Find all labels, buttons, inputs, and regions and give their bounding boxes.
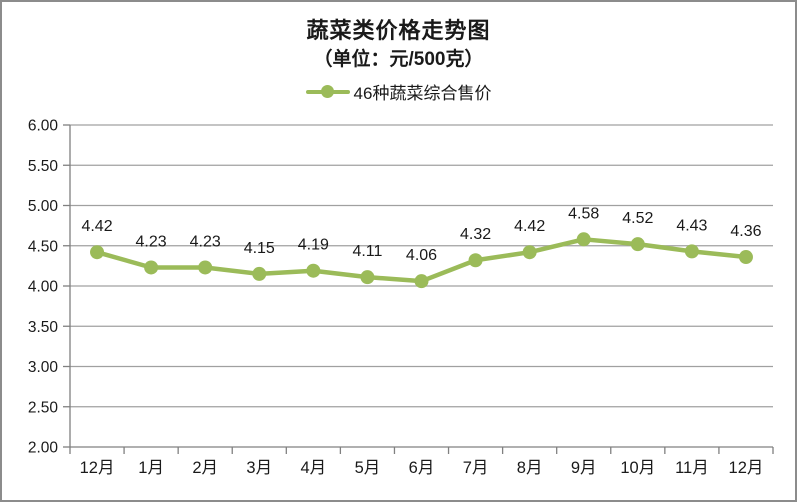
data-point-label: 4.06 xyxy=(406,247,437,264)
data-point-label: 4.42 xyxy=(514,218,545,235)
chart-title: 蔬菜类价格走势图 xyxy=(306,18,491,43)
data-point-label: 4.36 xyxy=(730,223,761,240)
y-tick-label: 3.00 xyxy=(28,359,59,376)
data-point-marker xyxy=(90,245,105,260)
data-point-marker xyxy=(198,260,213,275)
y-tick-label: 2.50 xyxy=(28,399,59,416)
data-point-marker xyxy=(414,274,429,289)
data-point-label: 4.32 xyxy=(460,226,491,243)
y-tick-label: 4.50 xyxy=(28,238,59,255)
data-point-label: 4.11 xyxy=(352,243,382,260)
chart-header: 蔬菜类价格走势图 （单位：元/500克） 46种蔬菜综合售价 xyxy=(2,16,795,104)
data-point-marker xyxy=(576,232,591,247)
data-point-label: 4.58 xyxy=(568,205,599,222)
x-tick-label: 12月 xyxy=(80,459,115,477)
data-point-marker xyxy=(684,244,699,259)
data-point-label: 4.19 xyxy=(298,237,329,254)
x-tick-label: 9月 xyxy=(571,459,597,477)
data-point-label: 4.23 xyxy=(136,233,167,250)
legend-line-marker-icon xyxy=(305,85,350,99)
y-tick-label: 2.00 xyxy=(28,440,59,457)
y-tick-label: 5.00 xyxy=(28,198,59,215)
y-tick-label: 5.50 xyxy=(28,158,59,175)
x-tick-label: 3月 xyxy=(246,459,272,477)
data-point-marker xyxy=(468,253,483,268)
data-point-marker xyxy=(738,250,753,265)
x-tick-label: 10月 xyxy=(620,459,655,477)
data-point-marker xyxy=(630,237,645,252)
legend: 46种蔬菜综合售价 xyxy=(305,79,492,104)
data-point-label: 4.52 xyxy=(622,210,653,227)
x-tick-label: 12月 xyxy=(729,459,764,477)
data-point-label: 4.23 xyxy=(190,233,221,250)
y-tick-label: 3.50 xyxy=(28,319,59,336)
x-tick-label: 6月 xyxy=(409,459,435,477)
data-point-marker xyxy=(360,270,375,285)
y-tick-label: 6.00 xyxy=(28,118,59,135)
data-point-marker xyxy=(252,266,267,281)
data-point-marker xyxy=(522,245,537,260)
x-tick-label: 11月 xyxy=(675,459,709,477)
x-tick-label: 2月 xyxy=(192,459,218,477)
x-tick-label: 7月 xyxy=(463,459,489,477)
chart-subtitle: （单位：元/500克） xyxy=(313,49,484,70)
data-point-label: 4.42 xyxy=(81,218,112,235)
data-point-label: 4.43 xyxy=(676,217,707,234)
data-point-marker xyxy=(306,263,321,278)
y-tick-label: 4.00 xyxy=(28,279,59,296)
data-point-label: 4.15 xyxy=(244,240,275,257)
x-tick-label: 5月 xyxy=(355,459,381,477)
x-tick-label: 4月 xyxy=(301,459,327,477)
legend-label: 46种蔬菜综合售价 xyxy=(353,84,492,103)
legend-dot-icon xyxy=(321,85,335,98)
data-point-marker xyxy=(144,260,159,275)
x-tick-label: 1月 xyxy=(138,459,164,477)
x-tick-label: 8月 xyxy=(517,459,543,477)
